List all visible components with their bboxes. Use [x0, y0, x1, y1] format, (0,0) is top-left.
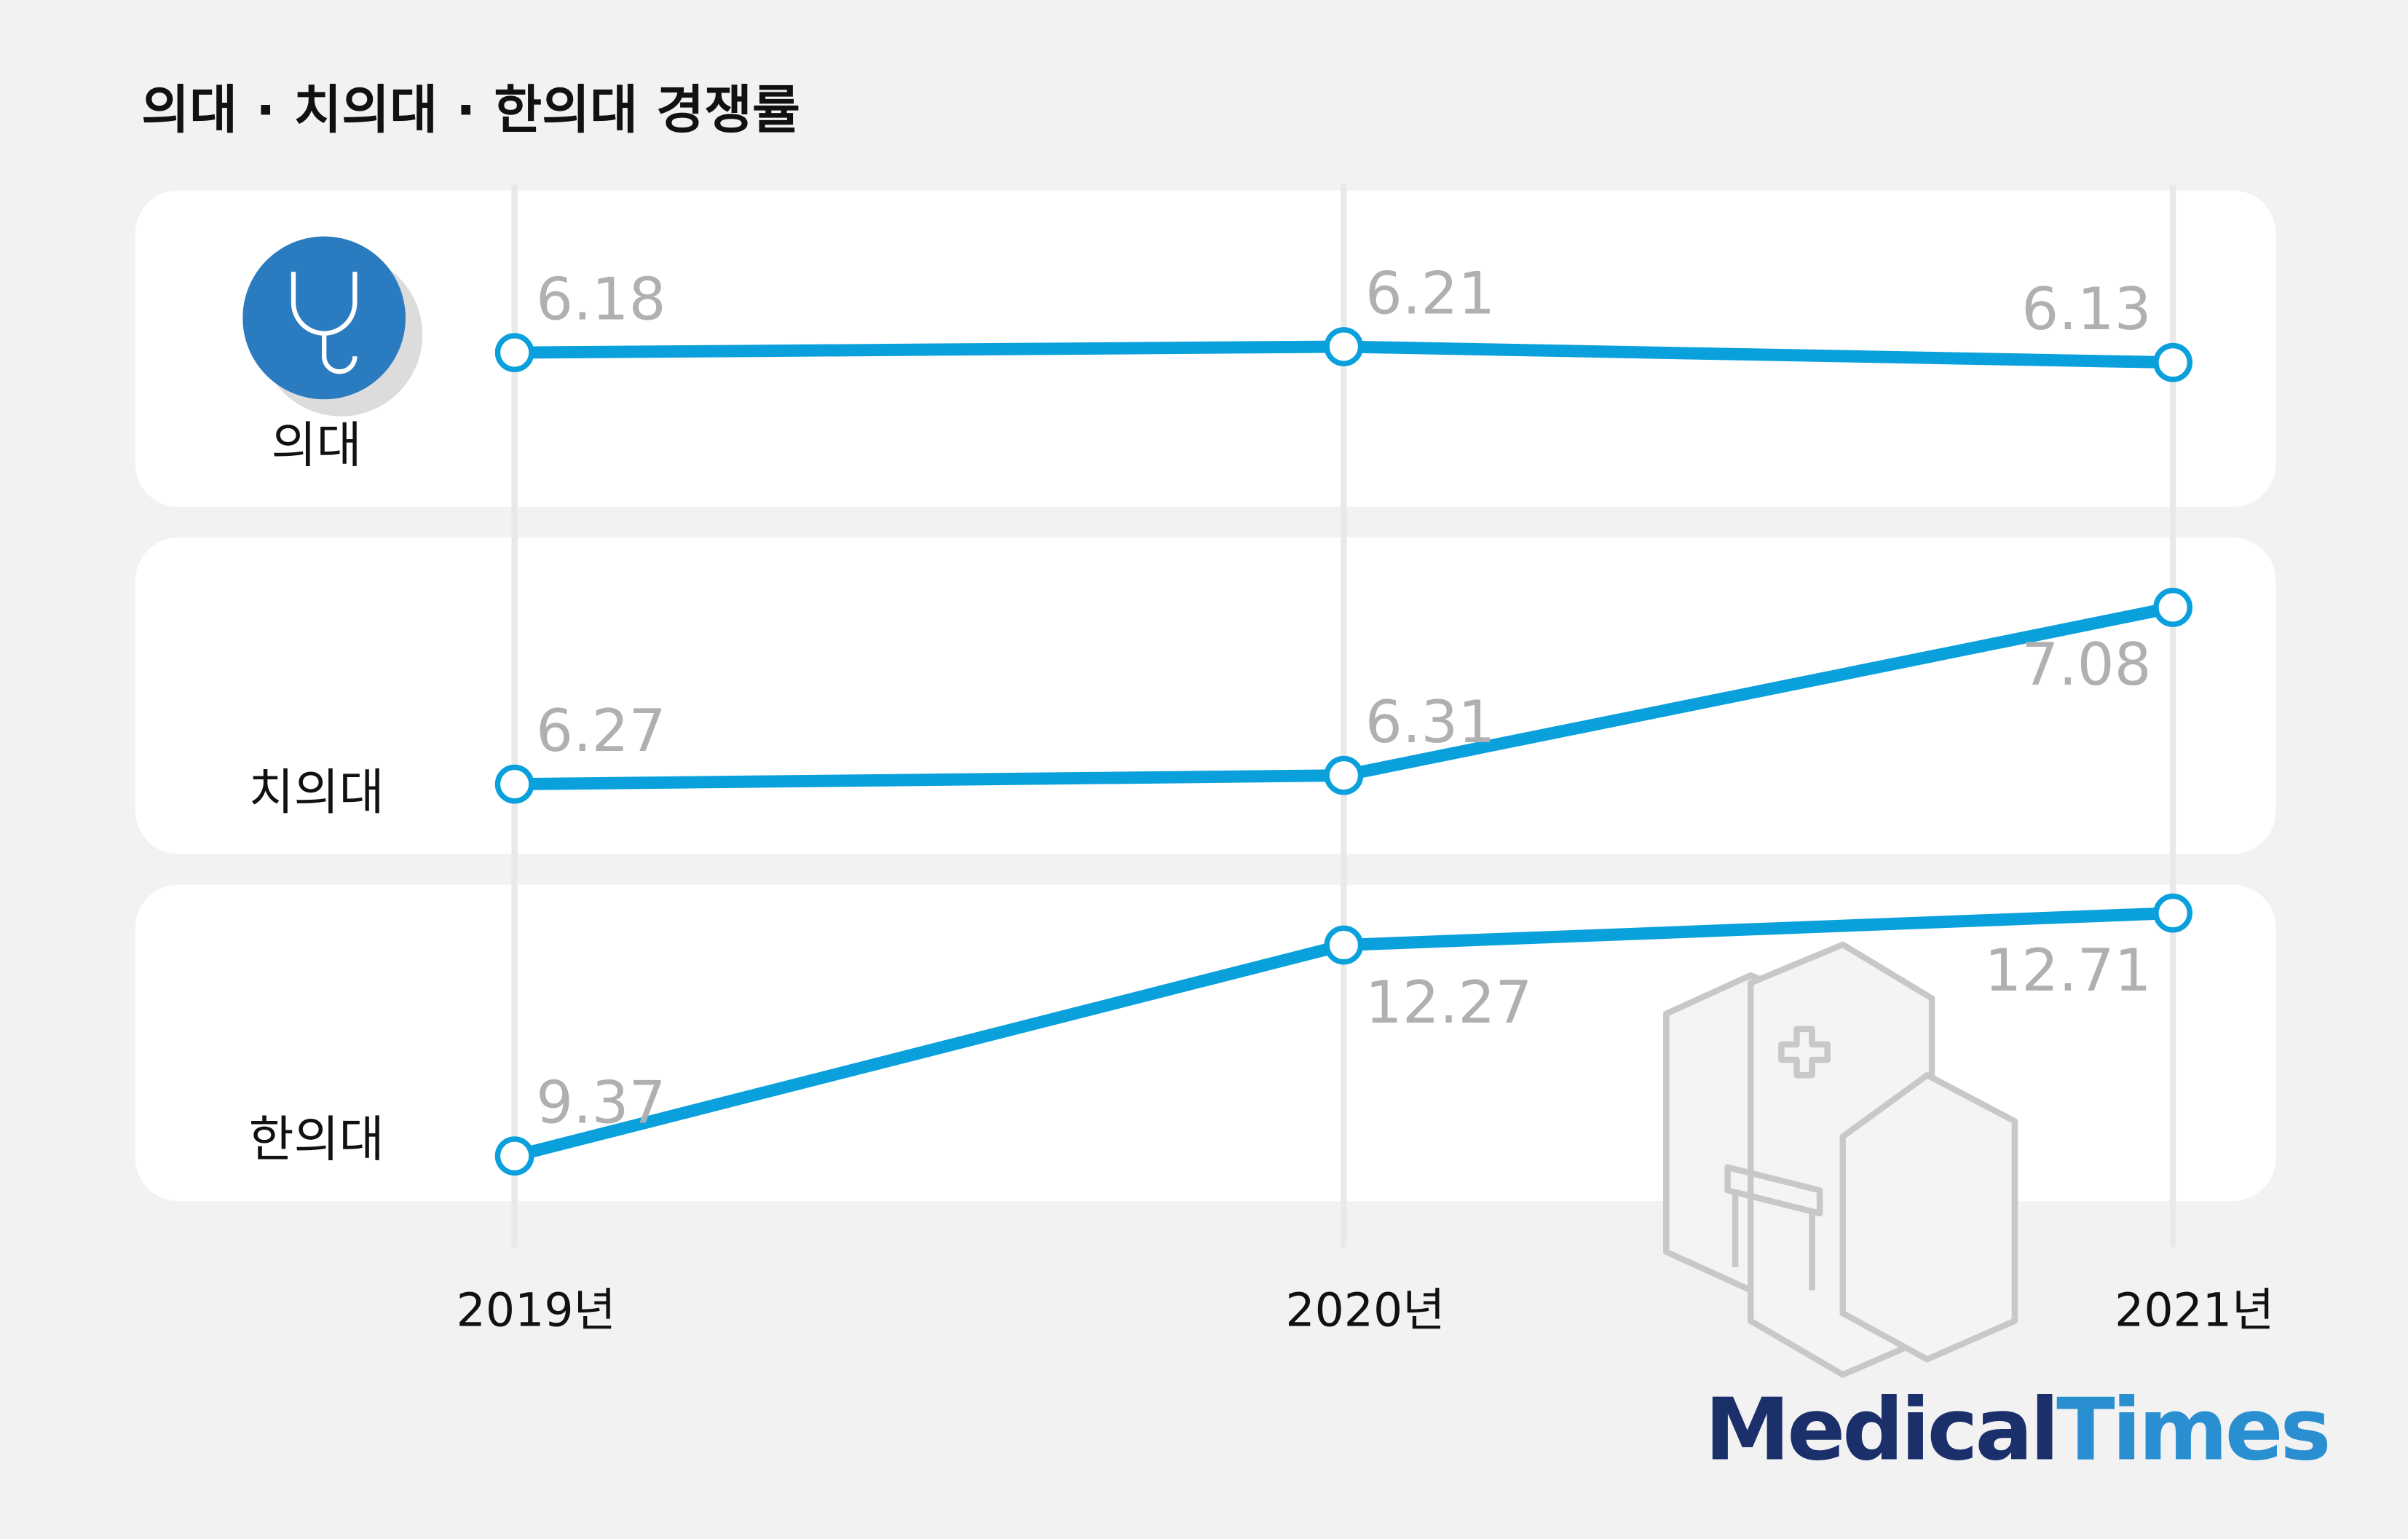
brand-second: Times	[2056, 1379, 2328, 1480]
data-point	[494, 764, 534, 804]
x-tick-label: 2021년	[2115, 1283, 2274, 1337]
icon-glyph	[266, 979, 367, 1046]
brand: MedicalTimes	[1705, 1379, 2329, 1480]
data-label: 6.31	[1365, 688, 1495, 756]
icon	[242, 236, 406, 400]
data-point	[494, 1136, 534, 1176]
data-label: 6.13	[2021, 275, 2151, 343]
data-point	[494, 333, 534, 373]
data-label: 6.18	[536, 266, 666, 334]
data-label: 12.71	[1984, 937, 2151, 1004]
hospital-illustration	[1663, 941, 2018, 1378]
data-point	[2153, 342, 2193, 382]
data-point	[1324, 327, 1364, 366]
icon-glyph	[291, 272, 358, 374]
x-tick-label: 2019년	[457, 1283, 616, 1337]
data-label: 6.21	[1365, 259, 1495, 327]
x-tick-label: 2020년	[1285, 1283, 1445, 1337]
icon-glyph	[292, 622, 356, 712]
panel-label: 의대	[272, 416, 362, 473]
panel-label: 한의대	[249, 1110, 384, 1168]
data-label: 9.37	[536, 1069, 666, 1137]
data-label: 12.27	[1365, 969, 1532, 1036]
data-point	[2153, 588, 2193, 627]
data-point	[1324, 925, 1364, 965]
chart-title: 의대 · 치의대 · 한의대 경쟁률	[141, 79, 800, 141]
panel	[135, 538, 2276, 854]
panel-label: 치의대	[249, 763, 384, 821]
data-label: 6.27	[536, 697, 666, 765]
data-label: 7.08	[2021, 631, 2151, 698]
data-point	[1324, 755, 1364, 795]
data-point	[2153, 893, 2193, 933]
brand-first: Medical	[1705, 1379, 2056, 1480]
